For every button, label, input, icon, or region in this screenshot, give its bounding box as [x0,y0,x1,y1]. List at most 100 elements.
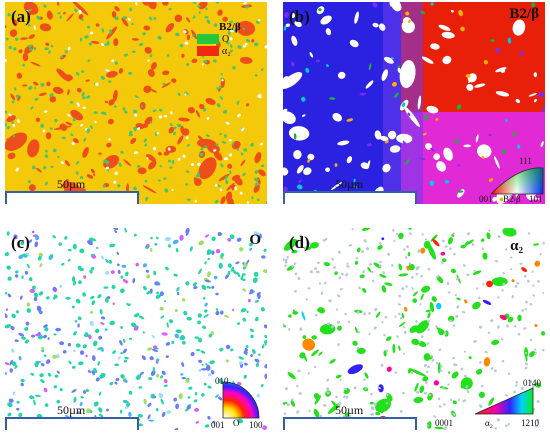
background-speck [471,242,475,246]
alpha2-grain [240,159,246,167]
background-speck [379,260,382,264]
o-phase-speck [224,134,227,138]
misoriented-speck [401,102,406,108]
background-speck [452,412,456,416]
o-phase-grain [215,394,219,398]
background-speck [480,384,484,388]
o-phase-speck [139,42,144,47]
o-phase-grain [23,254,28,258]
misoriented-speck [423,114,429,120]
background-speck [507,422,510,426]
o-phase-grain [122,279,129,284]
alpha2-grain [408,263,415,271]
o-phase-grain [34,394,42,397]
o-phase-grain [58,242,62,246]
o-phase-speck [5,37,9,41]
panel-b: (b) B2/β 50µm 111 001 B2/β 101 [283,2,545,204]
alpha2-grain [126,183,130,194]
o-phase-grain [163,384,168,388]
alpha2-grain [66,13,74,22]
background-speck [391,229,395,232]
alpha2-void [283,111,296,125]
background-speck [286,403,290,407]
o-phase-speck [54,118,58,123]
o-phase-grain [116,263,120,267]
alpha2-grain [46,81,51,87]
o-phase-grain [208,373,212,377]
background-speck [532,294,535,297]
misoriented-speck [298,179,302,183]
alpha2-grain [311,349,319,357]
o-phase-grain [224,274,230,280]
background-speck [542,292,545,294]
o-phase-grain [33,297,38,302]
o-phase-grain [74,320,78,323]
background-speck [425,380,428,385]
o-phase-grain [189,246,193,252]
background-speck [298,392,302,396]
o-phase-grain [48,256,52,259]
o-phase-grain [160,398,164,405]
unindexed-speck [219,188,223,192]
o-phase-grain [91,370,95,376]
o-phase-grain [119,409,123,414]
alpha2-grain [488,397,495,406]
unindexed-speck [183,30,187,34]
o-phase-grain [211,236,216,242]
alpha2-grain [356,247,361,253]
alpha2-grain [434,426,444,430]
background-speck [423,391,427,395]
o-phase-grain [243,374,247,379]
misoriented-speck [325,64,329,67]
alpha2-grain [408,368,427,377]
o-phase-speck [200,147,204,151]
o-phase-grain [215,310,220,316]
misoriented-speck [481,155,485,160]
background-speck [506,324,509,328]
o-phase-grain [40,379,45,384]
o-phase-speck [34,86,37,90]
background-speck [291,264,294,268]
background-speck [529,380,533,383]
o-phase-grain [174,333,180,339]
o-phase-grain [114,230,118,234]
background-speck [326,378,330,382]
unindexed-speck [94,120,97,124]
panel-label-d: (d) [289,233,310,252]
background-speck [384,315,388,319]
o-phase-grain [38,291,44,296]
unindexed-speck [90,31,94,35]
o-phase-grain [90,266,95,271]
o-phase-speck [229,44,233,48]
o-phase-speck [131,22,134,26]
alpha2-grain [45,42,50,46]
o-phase-speck [5,110,7,114]
o-phase-grain [61,262,65,266]
o-phase-grain [241,278,246,281]
background-speck [371,279,375,283]
background-speck [473,269,476,273]
background-speck [371,270,374,274]
o-phase-speck [229,20,234,24]
background-speck [524,366,528,370]
o-phase-grain [104,297,109,303]
alpha2-grain [251,39,255,43]
misoriented-speck [353,185,358,189]
background-speck [458,398,461,402]
background-speck [534,351,537,355]
o-phase-grain [204,279,212,283]
o-phase-speck [260,164,265,168]
background-speck [307,242,312,246]
background-speck [286,256,289,259]
legend-header: B2/β [219,21,241,33]
ipf-mid-b: B2/β [503,194,521,204]
alpha2-grain [150,88,157,93]
background-speck [461,311,466,314]
unindexed-speck [127,18,132,21]
unindexed-speck [105,69,110,72]
o-phase-speck [28,48,33,51]
alpha2-grain [28,34,35,40]
alpha2-grain [501,315,507,320]
o-phase-speck [70,133,74,137]
alpha2-grain [144,46,152,54]
